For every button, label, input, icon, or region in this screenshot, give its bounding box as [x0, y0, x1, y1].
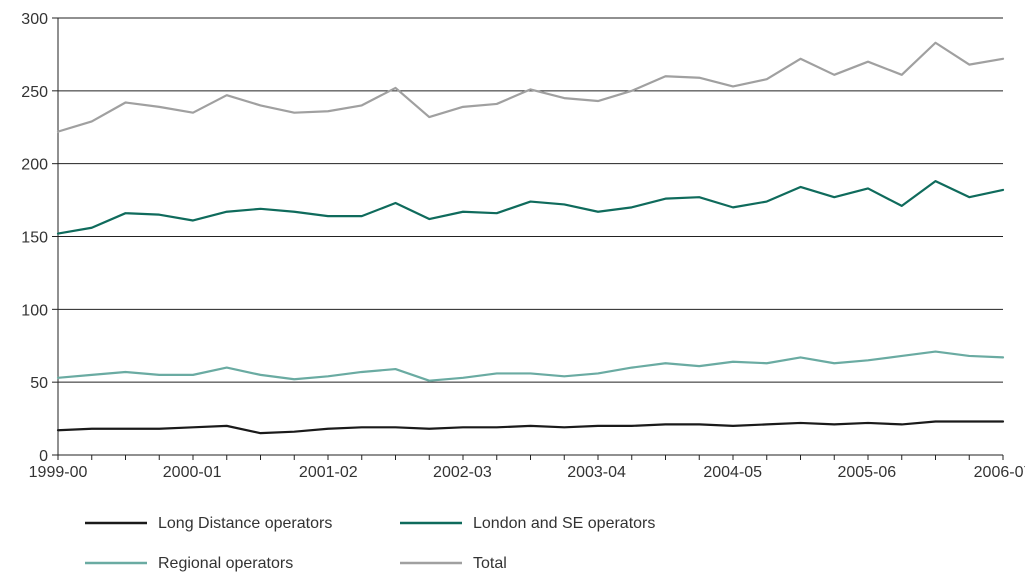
- y-tick-label: 250: [21, 84, 48, 101]
- legend-label-regional-operators: Regional operators: [158, 555, 293, 572]
- legend-label-long-distance-operators: Long Distance operators: [158, 515, 332, 532]
- x-tick-label: 2003-04: [567, 464, 626, 481]
- legend: Long Distance operators London and SE ope…: [85, 515, 655, 572]
- x-tick-label: 2002-03: [433, 464, 492, 481]
- legend-label-total: Total: [473, 555, 507, 572]
- y-tick-label: 200: [21, 157, 48, 174]
- x-tick-label: 2005-06: [837, 464, 896, 481]
- series-lines: [56, 41, 1005, 435]
- y-tick-label: 50: [30, 375, 48, 392]
- x-tick-label: 1999-00: [29, 464, 88, 481]
- y-tick-label: 150: [21, 230, 48, 247]
- x-tick-label: 2004-05: [703, 464, 762, 481]
- y-tick-label: 0: [39, 448, 48, 465]
- series-line-regional-operators: [56, 350, 1005, 382]
- grid: [58, 17, 1003, 383]
- series-line-london-and-se-operators: [56, 180, 1005, 235]
- series-line-total: [56, 41, 1005, 133]
- y-tick-label: 300: [21, 11, 48, 28]
- x-tick-label: 2001-02: [299, 464, 358, 481]
- axes: 0 50 100 150 200 250 300 1999-00 2000-01 2001-02 2…: [21, 11, 1025, 481]
- legend-label-london-and-se-operators: London and SE operators: [473, 515, 655, 532]
- x-tick-label: 2000-01: [163, 464, 222, 481]
- y-tick-label: 100: [21, 302, 48, 319]
- series-line-long-distance-operators: [56, 420, 1005, 435]
- x-tick-label: 2006-07: [974, 464, 1025, 481]
